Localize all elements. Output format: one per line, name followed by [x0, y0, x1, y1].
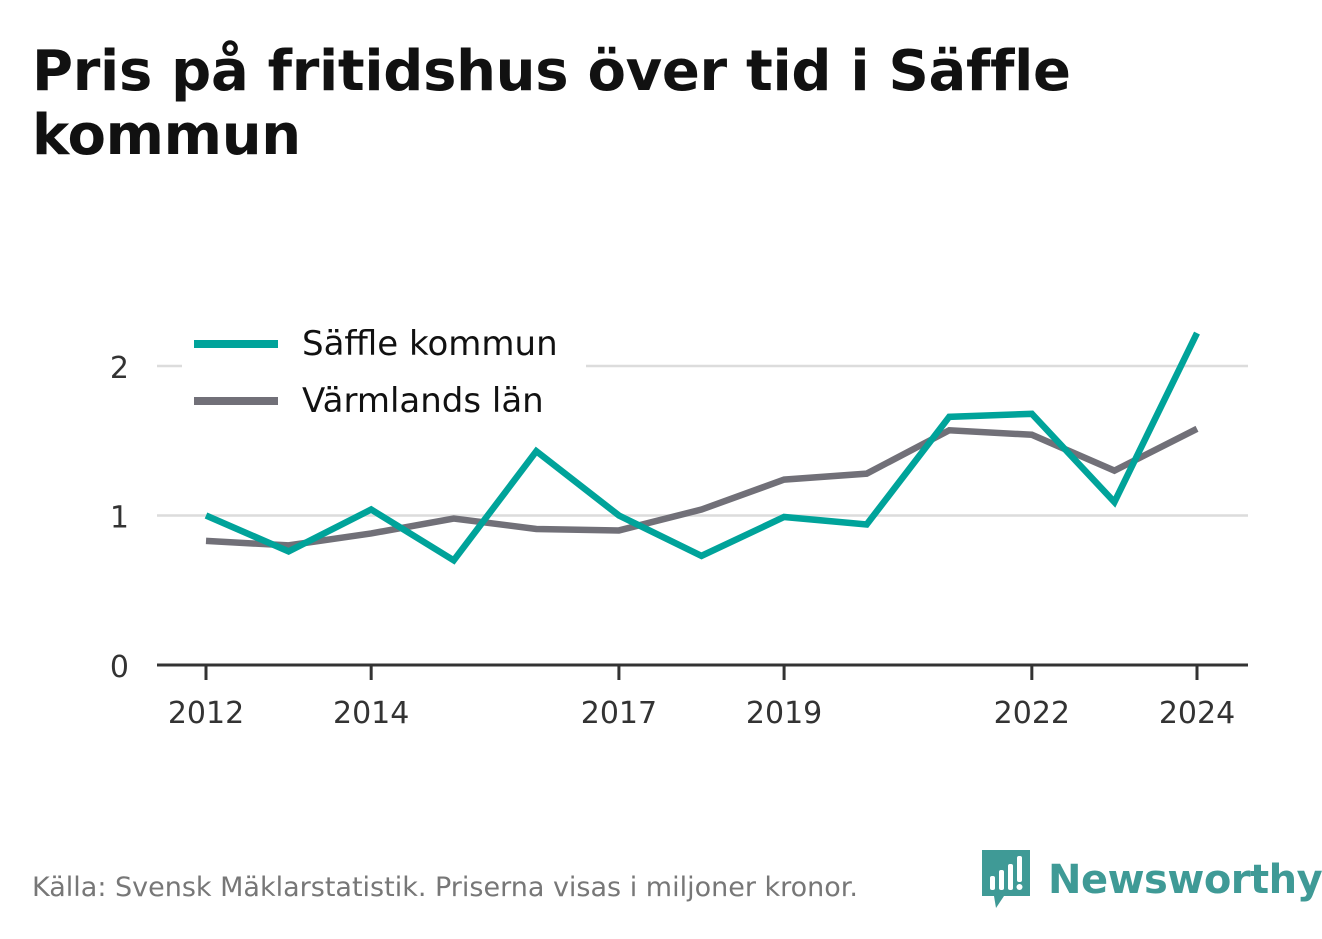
data-point — [288, 551, 289, 552]
y-tick-label: 2 — [110, 351, 129, 386]
data-point — [536, 528, 537, 529]
legend-background — [182, 318, 586, 430]
data-point — [1197, 428, 1198, 429]
data-point — [371, 509, 372, 510]
data-point — [701, 509, 702, 510]
source-note: Källa: Svensk Mäklarstatistik. Priserna … — [32, 872, 859, 903]
data-point — [1031, 434, 1032, 435]
x-tick-label: 2022 — [994, 696, 1070, 731]
data-point — [453, 560, 454, 561]
data-point — [1031, 413, 1032, 414]
series-lines — [204, 331, 1200, 565]
data-point — [453, 518, 454, 519]
data-point — [866, 473, 867, 474]
x-tick-label: 2024 — [1159, 696, 1235, 731]
legend-label: Värmlands län — [302, 381, 544, 421]
data-point — [866, 524, 867, 525]
data-point — [784, 516, 785, 517]
data-point — [949, 430, 950, 431]
x-tick-label: 2017 — [581, 696, 657, 731]
brand-name: Newsworthy — [1048, 857, 1322, 903]
chart-title: Pris på fritidshus över tid i Säffle kom… — [32, 39, 1071, 168]
bar-chart-speech-bubble-icon — [982, 850, 1030, 908]
data-point — [1197, 333, 1198, 334]
y-tick-label: 0 — [110, 650, 129, 685]
data-point — [1114, 470, 1115, 471]
data-point — [618, 530, 619, 531]
x-axis: 2012 2014 2017 2019 2022 2024 — [157, 663, 1248, 731]
legend: Säffle kommun Värmlands län — [182, 318, 586, 430]
data-point — [1114, 502, 1115, 503]
data-point — [784, 479, 785, 480]
series-line — [204, 331, 1200, 565]
series-line — [205, 425, 1199, 549]
data-point — [536, 451, 537, 452]
data-point — [618, 515, 619, 516]
x-tick-label: 2012 — [168, 696, 244, 731]
x-tick-label: 2019 — [746, 696, 822, 731]
legend-label: Säffle kommun — [302, 324, 558, 364]
data-point — [288, 545, 289, 546]
y-axis: 0 1 2 — [110, 351, 129, 685]
data-point — [701, 555, 702, 556]
data-point — [371, 533, 372, 534]
x-tick-label: 2014 — [333, 696, 409, 731]
y-tick-label: 1 — [110, 501, 129, 536]
data-point — [949, 416, 950, 417]
data-point — [206, 515, 207, 516]
data-point — [206, 540, 207, 541]
newsworthy-logo: Newsworthy — [982, 848, 1322, 912]
